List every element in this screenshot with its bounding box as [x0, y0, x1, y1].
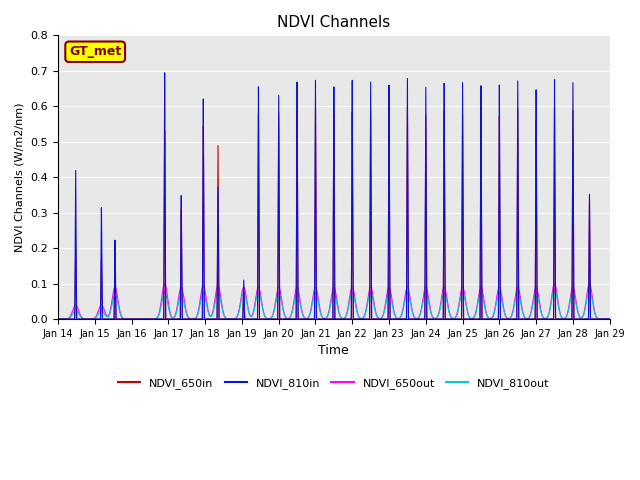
NDVI_810in — [606, 316, 614, 322]
Line: NDVI_810in: NDVI_810in — [58, 73, 610, 319]
NDVI_650in — [82, 316, 90, 322]
NDVI_810out — [254, 290, 262, 296]
NDVI_650out — [404, 287, 412, 292]
NDVI_650out — [550, 281, 558, 287]
Legend: NDVI_650in, NDVI_810in, NDVI_650out, NDVI_810out: NDVI_650in, NDVI_810in, NDVI_650out, NDV… — [114, 373, 554, 393]
Text: GT_met: GT_met — [69, 45, 122, 58]
NDVI_810in — [463, 316, 471, 322]
NDVI_810out — [463, 308, 471, 313]
NDVI_650out — [381, 306, 388, 312]
NDVI_810in — [161, 70, 168, 76]
NDVI_650in — [463, 316, 471, 322]
NDVI_810out — [550, 286, 558, 292]
NDVI_650in — [404, 104, 412, 109]
NDVI_650in — [606, 316, 614, 322]
NDVI_650out — [136, 316, 143, 322]
Line: NDVI_810out: NDVI_810out — [58, 289, 610, 319]
NDVI_810in — [493, 316, 500, 322]
NDVI_650in — [493, 316, 500, 322]
NDVI_650out — [54, 316, 62, 322]
Y-axis label: NDVI Channels (W/m2/nm): NDVI Channels (W/m2/nm) — [15, 102, 25, 252]
NDVI_810out — [54, 316, 62, 322]
NDVI_810out — [381, 308, 388, 314]
Title: NDVI Channels: NDVI Channels — [277, 15, 390, 30]
NDVI_650in — [54, 316, 62, 322]
NDVI_810out — [82, 316, 90, 322]
Line: NDVI_650in: NDVI_650in — [58, 107, 610, 319]
NDVI_650out — [82, 316, 90, 322]
NDVI_650out — [463, 306, 471, 312]
NDVI_810out — [493, 300, 500, 305]
NDVI_650in — [404, 316, 412, 322]
Line: NDVI_650out: NDVI_650out — [58, 284, 610, 319]
NDVI_810in — [381, 316, 388, 322]
NDVI_810in — [54, 316, 62, 322]
NDVI_810out — [136, 316, 143, 322]
NDVI_650in — [381, 316, 388, 322]
NDVI_810out — [404, 292, 412, 298]
X-axis label: Time: Time — [319, 344, 349, 357]
NDVI_810in — [82, 316, 90, 322]
NDVI_810in — [254, 244, 262, 250]
NDVI_650out — [254, 285, 262, 291]
NDVI_650out — [606, 316, 614, 322]
NDVI_650in — [254, 269, 262, 275]
NDVI_810out — [606, 316, 614, 322]
NDVI_650out — [493, 296, 500, 302]
NDVI_810in — [404, 316, 412, 322]
